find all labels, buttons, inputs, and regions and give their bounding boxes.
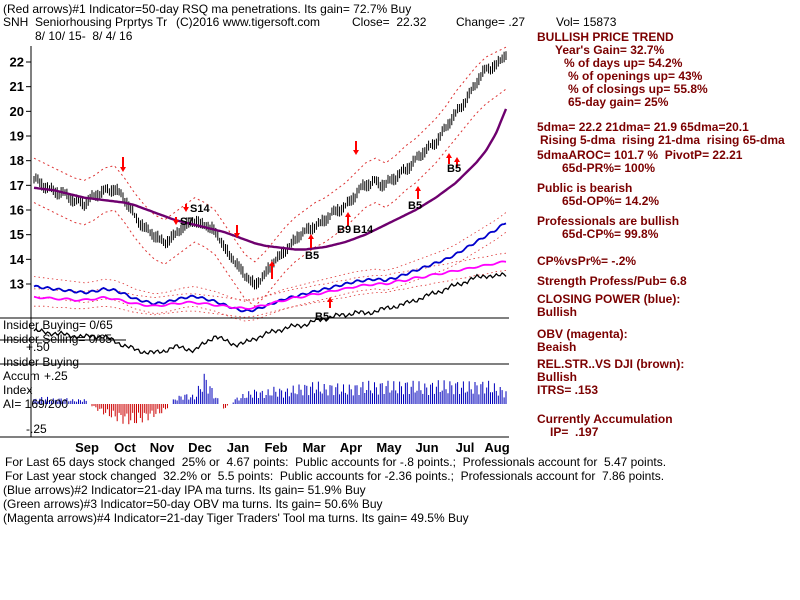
- closing-power-line: [33, 222, 507, 313]
- dma-values: 5dma= 22.2 21dma= 21.9 65dma=20.1: [537, 120, 749, 134]
- pct-days-up: % of days up= 54.2%: [564, 56, 683, 70]
- aroc-pivot: 5dmaAROC= 101.7 % PivotP= 22.21: [537, 148, 743, 162]
- svg-text:Dec: Dec: [188, 440, 212, 455]
- obv-header: OBV (magenta):: [537, 327, 628, 341]
- svg-text:Feb: Feb: [264, 440, 287, 455]
- svg-text:May: May: [376, 440, 402, 455]
- svg-text:19: 19: [10, 129, 24, 144]
- month-axis: Sep Oct Nov Dec Jan Feb Mar Apr May Jun Jul Aug: [75, 440, 510, 455]
- lower-band-line: [33, 88, 507, 307]
- indicator3-line: (Green arrows)#3 Indicator=50-day OBV ma…: [3, 497, 383, 511]
- svg-text:17: 17: [10, 178, 24, 193]
- index-label: Index: [3, 383, 33, 397]
- obv-upper-band: [34, 252, 507, 301]
- ip-value: IP= .197: [550, 425, 599, 439]
- change-value: Change= .27: [456, 15, 526, 29]
- svg-text:Jan: Jan: [227, 440, 249, 455]
- svg-text:Nov: Nov: [150, 440, 175, 455]
- svg-text:B5: B5: [447, 163, 461, 175]
- upper-band-line: [33, 46, 507, 263]
- minus25-scale-label: -.25: [26, 422, 47, 436]
- accum-label: Accum: [3, 369, 40, 383]
- svg-text:Apr: Apr: [340, 440, 362, 455]
- svg-text:21: 21: [10, 79, 24, 94]
- company-name: Seniorhousing Prprtys Tr: [35, 15, 168, 29]
- pr-65d: 65d-PR%= 100%: [562, 161, 656, 175]
- svg-text:S7: S7: [180, 216, 193, 228]
- obv-line: [33, 260, 507, 310]
- ai-value: AI= 169/200: [3, 397, 69, 411]
- accumulation-status: Currently Accumulation: [537, 412, 673, 426]
- closing-power-header: CLOSING POWER (blue):: [537, 292, 681, 306]
- axes: [0, 46, 509, 438]
- svg-text:Jun: Jun: [415, 440, 438, 455]
- svg-text:14: 14: [10, 252, 25, 267]
- trend-headline: BULLISH PRICE TREND: [537, 30, 674, 44]
- indicator2-line: (Blue arrows)#2 Indicator=21-day IPA ma …: [3, 483, 366, 497]
- signal-arrows: [120, 141, 460, 308]
- svg-text:Mar: Mar: [302, 440, 325, 455]
- svg-text:13: 13: [10, 277, 24, 292]
- svg-text:B5: B5: [315, 311, 329, 323]
- professionals-sentiment: Professionals are bullish: [537, 214, 680, 228]
- cp-lower-band: [33, 231, 507, 322]
- ma65-line: [33, 108, 508, 251]
- svg-text:20: 20: [10, 104, 24, 119]
- pct-openings-up: % of openings up= 43%: [568, 69, 703, 83]
- obv-lower-band: [34, 270, 507, 318]
- volume-value: Vol= 15873: [556, 15, 617, 29]
- svg-text:18: 18: [10, 153, 24, 168]
- summary-year-line: For Last year stock changed 32.2% or 5.5…: [5, 469, 665, 483]
- copyright-text: (C)2016 www.tigersoft.com: [176, 15, 321, 29]
- svg-text:Sep: Sep: [75, 440, 99, 455]
- svg-text:B5: B5: [305, 250, 319, 262]
- svg-text:22: 22: [10, 55, 24, 70]
- indicator1-line: (Red arrows)#1 Indicator=50-day RSQ ma p…: [3, 2, 412, 16]
- svg-text:S14: S14: [190, 203, 210, 215]
- svg-text:Oct: Oct: [114, 440, 136, 455]
- svg-text:Jul: Jul: [456, 440, 475, 455]
- obv-state: Beaish: [537, 340, 577, 354]
- dma-rising: Rising 5-dma rising 21-dma rising 65-dma: [540, 133, 785, 147]
- op-65d: 65d-OP%= 14.2%: [562, 194, 660, 208]
- cp-upper-band: [33, 212, 507, 302]
- insider-buying-count: Insider Buying= 0/65: [3, 318, 113, 332]
- cp-vs-pr: CP%vsPr%= -.2%: [537, 254, 637, 268]
- cp-65d: 65d-CP%= 99.8%: [562, 227, 659, 241]
- date-range: 8/ 10/ 15- 8/ 4/ 16: [35, 29, 133, 43]
- ticker-symbol: SNH: [3, 15, 29, 29]
- plus50-scale-label: +.50: [26, 340, 50, 354]
- accumulation-histogram: [33, 373, 507, 425]
- public-sentiment: Public is bearish: [537, 181, 633, 195]
- years-gain: Year's Gain= 32.7%: [555, 43, 665, 57]
- svg-text:B14: B14: [353, 224, 374, 236]
- strength-ratio: Strength Profess/Pub= 6.8: [537, 274, 687, 288]
- price-bars: [33, 51, 507, 290]
- svg-text:B9: B9: [337, 224, 351, 236]
- insider-buying-label: Insider Buying: [3, 355, 80, 369]
- indicator4-line: (Magenta arrows)#4 Indicator=21-day Tige…: [3, 511, 469, 525]
- svg-text:16: 16: [10, 203, 24, 218]
- pct-closings-up: % of closings up= 55.8%: [568, 82, 708, 96]
- summary-65day-line: For Last 65 days stock changed 25% or 4.…: [5, 455, 667, 469]
- close-value: Close= 22.32: [352, 15, 427, 29]
- price-axis: 22 21 20 19 18 17 16 15 14 13: [10, 55, 31, 292]
- svg-text:15: 15: [10, 227, 24, 242]
- closing-power-state: Bullish: [537, 305, 578, 319]
- insider-selling-count: Insider Selling= 0/65: [3, 332, 113, 346]
- plus25-scale-label: +.25: [44, 369, 68, 383]
- relstr-state: Bullish: [537, 370, 578, 384]
- svg-text:B5: B5: [408, 200, 422, 212]
- svg-text:Aug: Aug: [484, 440, 509, 455]
- relstr-header: REL.STR..VS DJI (brown):: [537, 357, 685, 371]
- gain-65day: 65-day gain= 25%: [568, 95, 669, 109]
- itrs-value: ITRS= .153: [537, 383, 599, 397]
